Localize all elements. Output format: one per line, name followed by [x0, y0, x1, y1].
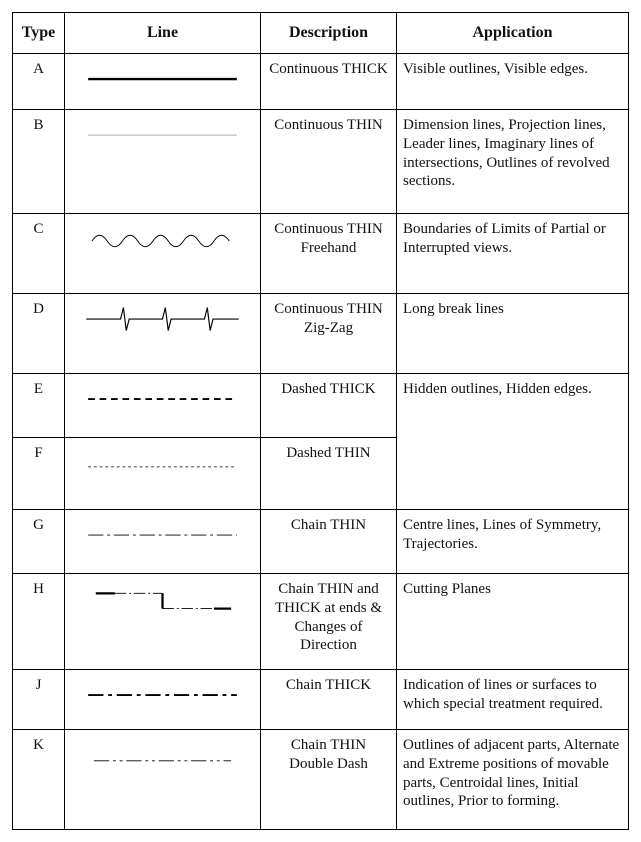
- application-cell: Dimension lines, Projection lines, Leade…: [397, 110, 629, 214]
- line-types-table: Type Line Description Application A Conti…: [12, 12, 629, 830]
- table-row: C Continuous THIN FreehandBoundaries of L…: [13, 214, 629, 294]
- application-cell: Indication of lines or surfaces to which…: [397, 670, 629, 730]
- col-header-application: Application: [397, 13, 629, 54]
- line-sample-cell: [65, 670, 261, 730]
- table-row: B Continuous THINDimension lines, Project…: [13, 110, 629, 214]
- col-header-type: Type: [13, 13, 65, 54]
- table-row: G Chain THINCentre lines, Lines of Symmet…: [13, 510, 629, 574]
- table-row: J Chain THICKIndication of lines or surfa…: [13, 670, 629, 730]
- table-row: D Continuous THIN Zig-ZagLong break lines: [13, 294, 629, 374]
- application-cell: Outlines of adjacent parts, Alternate an…: [397, 730, 629, 830]
- line-sample-cell: [65, 438, 261, 510]
- table-header-row: Type Line Description Application: [13, 13, 629, 54]
- table-row: K Chain THIN Double DashOutlines of adjac…: [13, 730, 629, 830]
- col-header-description: Description: [261, 13, 397, 54]
- type-cell: K: [13, 730, 65, 830]
- table-row: A Continuous THICKVisible outlines, Visib…: [13, 54, 629, 110]
- description-cell: Chain THIN: [261, 510, 397, 574]
- type-cell: A: [13, 54, 65, 110]
- table-row: H Chain THIN and THICK at ends & Changes …: [13, 574, 629, 670]
- line-sample-cell: [65, 54, 261, 110]
- description-cell: Continuous THIN Freehand: [261, 214, 397, 294]
- line-sample-cell: [65, 294, 261, 374]
- type-cell: E: [13, 374, 65, 438]
- line-sample-cell: [65, 110, 261, 214]
- table-row: EDashed THICKHidden outlines, Hidden edg…: [13, 374, 629, 438]
- description-cell: Dashed THIN: [261, 438, 397, 510]
- type-cell: B: [13, 110, 65, 214]
- description-cell: Chain THIN and THICK at ends & Changes o…: [261, 574, 397, 670]
- application-cell: Hidden outlines, Hidden edges.: [397, 374, 629, 510]
- type-cell: J: [13, 670, 65, 730]
- table-body: A Continuous THICKVisible outlines, Visib…: [13, 54, 629, 830]
- type-cell: D: [13, 294, 65, 374]
- type-cell: C: [13, 214, 65, 294]
- description-cell: Continuous THIN: [261, 110, 397, 214]
- col-header-line: Line: [65, 13, 261, 54]
- description-cell: Continuous THIN Zig-Zag: [261, 294, 397, 374]
- line-sample-cell: [65, 374, 261, 438]
- description-cell: Continuous THICK: [261, 54, 397, 110]
- application-cell: Long break lines: [397, 294, 629, 374]
- type-cell: H: [13, 574, 65, 670]
- application-cell: Visible outlines, Visible edges.: [397, 54, 629, 110]
- line-sample-cell: [65, 510, 261, 574]
- line-sample-cell: [65, 730, 261, 830]
- type-cell: G: [13, 510, 65, 574]
- description-cell: Chain THICK: [261, 670, 397, 730]
- application-cell: Cutting Planes: [397, 574, 629, 670]
- description-cell: Dashed THICK: [261, 374, 397, 438]
- line-sample-cell: [65, 574, 261, 670]
- application-cell: Centre lines, Lines of Symmetry, Traject…: [397, 510, 629, 574]
- description-cell: Chain THIN Double Dash: [261, 730, 397, 830]
- type-cell: F: [13, 438, 65, 510]
- line-sample-cell: [65, 214, 261, 294]
- application-cell: Boundaries of Limits of Partial or Inter…: [397, 214, 629, 294]
